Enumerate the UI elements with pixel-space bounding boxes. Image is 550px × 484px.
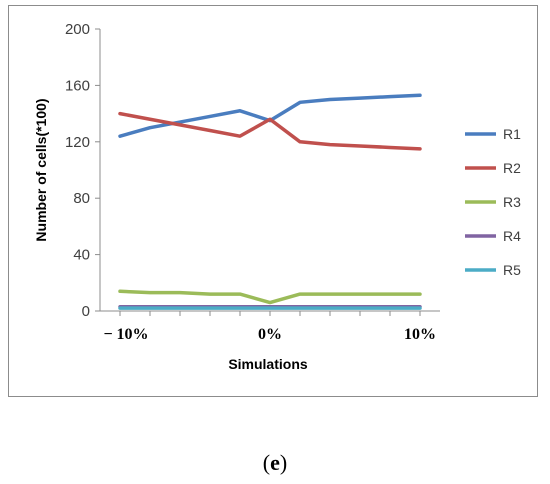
caption-letter: e xyxy=(270,450,280,475)
y-tick-label: 120 xyxy=(65,134,90,151)
y-tick-label: 160 xyxy=(65,77,90,94)
legend-label-r3: R3 xyxy=(503,194,521,210)
series-line-r1 xyxy=(118,93,422,138)
legend-label-r5: R5 xyxy=(503,262,521,278)
y-tick-label: 0 xyxy=(82,303,90,320)
series-line-r3 xyxy=(118,289,422,305)
y-axis-ticks: 0 40 80 120 160 200 xyxy=(65,21,100,320)
series-lines xyxy=(118,93,422,310)
caption-open: ( xyxy=(262,450,271,475)
x-tick-label: 0% xyxy=(258,326,282,343)
line-chart: 0 40 80 120 160 200 − 10% 0% 10% R1 R2 R3 R4 R5 Sim… xyxy=(33,21,521,372)
figure-caption: (e) xyxy=(0,450,550,476)
series-line-r2 xyxy=(118,111,422,151)
legend-label-r1: R1 xyxy=(503,126,521,142)
y-tick-label: 200 xyxy=(65,21,90,38)
caption-close: ) xyxy=(279,450,288,475)
legend: R1 R2 R3 R4 R5 xyxy=(465,126,521,278)
x-axis-ticks: − 10% 0% 10% xyxy=(103,311,436,343)
y-axis-title: Number of cells(*100) xyxy=(33,98,49,241)
x-tick-label: 10% xyxy=(404,326,436,343)
y-tick-label: 80 xyxy=(73,190,90,207)
y-tick-label: 40 xyxy=(73,247,90,264)
chart-frame xyxy=(8,5,538,397)
legend-label-r4: R4 xyxy=(503,228,521,244)
x-tick-label: − 10% xyxy=(103,326,148,343)
x-axis-title: Simulations xyxy=(228,356,308,372)
legend-label-r2: R2 xyxy=(503,160,521,176)
